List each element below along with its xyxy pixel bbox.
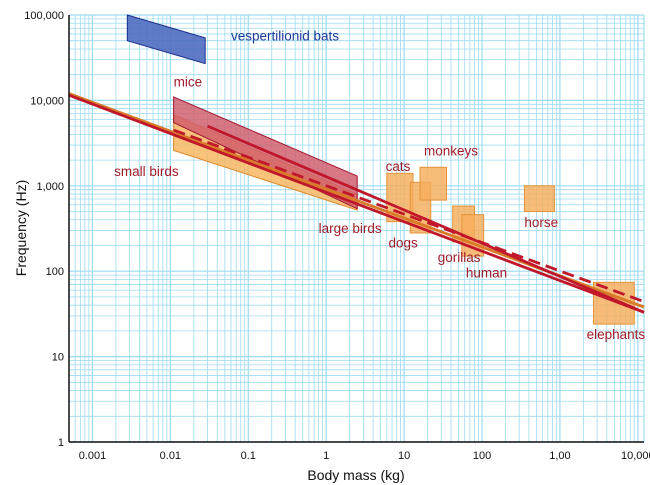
label-horse: horse — [524, 215, 558, 230]
y-tick-label: 1,000 — [36, 181, 64, 193]
label-large-birds: large birds — [319, 221, 382, 236]
y-tick-label: 1 — [58, 437, 64, 449]
x-tick-label: 1,00 — [549, 450, 570, 462]
y-axis-title: Frequency (Hz) — [13, 180, 29, 276]
box-elephants — [593, 281, 635, 325]
line-red-dashed-fit — [173, 128, 645, 303]
label-vespertilionid-bats: vespertilionid bats — [231, 29, 339, 44]
fit-lines-layer — [68, 92, 645, 314]
label-elephants: elephants — [587, 327, 646, 342]
box-horse — [523, 185, 555, 213]
label-small-birds: small birds — [114, 164, 179, 179]
x-tick-label: 0.01 — [160, 450, 181, 462]
x-tick-label: 0.001 — [79, 450, 107, 462]
label-dogs: dogs — [388, 235, 418, 250]
box-monkeys — [419, 166, 447, 201]
x-tick-label: 100 — [473, 450, 491, 462]
x-tick-label: 10,000 — [621, 450, 650, 462]
y-tick-label: 10,000 — [30, 95, 64, 107]
annotations: vespertilionid bats mice small birds large … — [114, 29, 645, 342]
label-mice: mice — [174, 75, 203, 90]
y-tick-label: 100 — [46, 266, 64, 278]
region-vespertilionid-bats — [126, 14, 206, 65]
y-tick-label: 100,000 — [24, 10, 64, 22]
x-axis-title: Body mass (kg) — [307, 467, 404, 483]
label-gorillas: gorillas — [438, 250, 481, 265]
tick-labels: 0.001 0.01 0.1 1 10 100 1,00 10,000 1 10 100 1,000 1… — [24, 10, 650, 462]
line-red-short-fit — [206, 124, 645, 314]
x-tick-label: 10 — [398, 450, 410, 462]
x-tick-label: 1 — [323, 450, 329, 462]
line-red-fit — [68, 93, 645, 314]
axes — [68, 15, 644, 443]
x-tick-label: 0.1 — [241, 450, 256, 462]
label-cats: cats — [386, 159, 411, 174]
label-monkeys: monkeys — [424, 144, 478, 159]
y-tick-label: 10 — [52, 352, 64, 364]
label-human: human — [466, 266, 507, 281]
